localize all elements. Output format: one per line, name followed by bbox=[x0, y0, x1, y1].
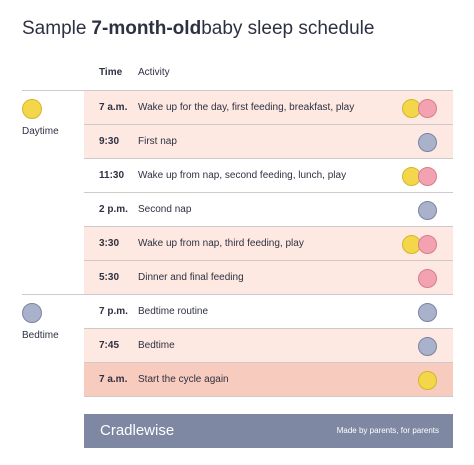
bottle-icon bbox=[418, 269, 437, 288]
icons bbox=[402, 235, 437, 254]
activity: Wake up from nap, third feeding, play bbox=[138, 238, 304, 249]
schedule-row: 7 p.m. Bedtime routine bbox=[84, 295, 453, 328]
row-line bbox=[84, 158, 453, 159]
row-line bbox=[84, 226, 453, 227]
tagline: Made by parents, for parents bbox=[336, 426, 439, 435]
activity: Start the cycle again bbox=[138, 374, 229, 385]
row-line bbox=[84, 192, 453, 193]
section-icon bbox=[22, 303, 42, 323]
moon-icon bbox=[418, 133, 437, 152]
header-line bbox=[22, 90, 453, 91]
time: 2 p.m. bbox=[99, 204, 128, 215]
time: 7 p.m. bbox=[99, 306, 128, 317]
moon-icon bbox=[418, 303, 437, 322]
activity: Bedtime bbox=[138, 340, 175, 351]
time: 3:30 bbox=[99, 238, 120, 249]
time: 5:30 bbox=[99, 272, 120, 283]
title: Sample 7-month-oldbaby sleep schedule bbox=[22, 18, 379, 40]
time: 7 a.m. bbox=[99, 102, 128, 113]
section-label: Bedtime bbox=[22, 330, 59, 341]
time: 11:30 bbox=[99, 170, 125, 181]
icons bbox=[418, 371, 437, 390]
schedule-row: 3:30 Wake up from nap, third feeding, pla… bbox=[84, 227, 453, 260]
title-prefix: Sample bbox=[22, 18, 87, 39]
row-line bbox=[84, 328, 453, 329]
footer: Cradlewise Made by parents, for parents bbox=[84, 414, 453, 448]
time: 7 a.m. bbox=[99, 374, 128, 385]
schedule-row: 7:45 Bedtime bbox=[84, 329, 453, 362]
bottle-icon bbox=[418, 99, 437, 118]
header-activity: Activity bbox=[138, 67, 170, 78]
moon-icon bbox=[418, 201, 437, 220]
icons bbox=[418, 303, 437, 322]
row-line bbox=[22, 294, 453, 295]
schedule-row: 7 a.m. Wake up for the day, first feeding… bbox=[84, 91, 453, 124]
row-line bbox=[84, 124, 453, 125]
section-icon bbox=[22, 99, 42, 119]
schedule-row: 9:30 First nap bbox=[84, 125, 453, 158]
activity: Dinner and final feeding bbox=[138, 272, 244, 283]
row-line bbox=[84, 396, 453, 397]
icons bbox=[418, 337, 437, 356]
activity: First nap bbox=[138, 136, 177, 147]
icons bbox=[402, 99, 437, 118]
row-line bbox=[84, 362, 453, 363]
schedule-row: 5:30 Dinner and final feeding bbox=[84, 261, 453, 294]
schedule-row: 7 a.m. Start the cycle again bbox=[84, 363, 453, 396]
activity: Wake up for the day, first feeding, brea… bbox=[138, 102, 355, 113]
activity: Second nap bbox=[138, 204, 192, 215]
sun-icon bbox=[418, 371, 437, 390]
row-line bbox=[84, 260, 453, 261]
icons bbox=[418, 201, 437, 220]
bottle-icon bbox=[418, 167, 437, 186]
icons bbox=[418, 269, 437, 288]
time: 9:30 bbox=[99, 136, 120, 147]
icons bbox=[402, 167, 437, 186]
bottle-icon bbox=[418, 235, 437, 254]
activity: Wake up from nap, second feeding, lunch,… bbox=[138, 170, 347, 181]
moon-icon bbox=[418, 337, 437, 356]
schedule-row: 11:30 Wake up from nap, second feeding, l… bbox=[84, 159, 453, 192]
icons bbox=[418, 133, 437, 152]
title-suffix: baby sleep schedule bbox=[201, 18, 375, 39]
header-time: Time bbox=[99, 67, 123, 78]
time: 7:45 bbox=[99, 340, 120, 351]
section-label: Daytime bbox=[22, 126, 59, 137]
activity: Bedtime routine bbox=[138, 306, 209, 317]
title-bold: 7-month-old bbox=[91, 18, 202, 39]
brand: Cradlewise bbox=[100, 422, 175, 439]
schedule-row: 2 p.m. Second nap bbox=[84, 193, 453, 226]
